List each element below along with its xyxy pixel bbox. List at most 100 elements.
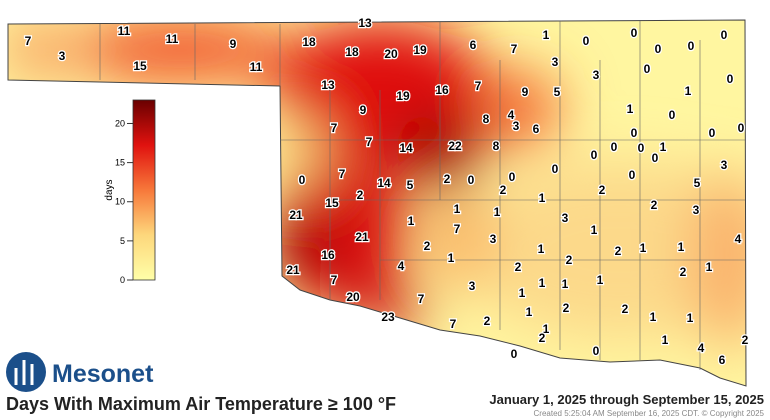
station-value: 5 bbox=[694, 176, 701, 190]
station-value: 1 bbox=[662, 333, 669, 347]
station-value: 2 bbox=[563, 301, 570, 315]
station-value: 13 bbox=[358, 16, 372, 30]
station-value: 1 bbox=[538, 242, 545, 256]
station-value: 0 bbox=[631, 26, 638, 40]
station-value: 0 bbox=[509, 170, 516, 184]
station-value: 3 bbox=[721, 158, 728, 172]
station-value: 7 bbox=[331, 273, 338, 287]
station-value: 7 bbox=[25, 34, 32, 48]
station-value: 19 bbox=[396, 89, 410, 103]
station-value: 21 bbox=[355, 230, 369, 244]
station-value: 4 bbox=[735, 232, 742, 246]
station-value: 1 bbox=[494, 205, 501, 219]
station-value: 0 bbox=[738, 121, 745, 135]
county-lines bbox=[99, 21, 745, 370]
station-value: 14 bbox=[377, 176, 391, 190]
station-value: 9 bbox=[522, 85, 529, 99]
station-value: 0 bbox=[593, 344, 600, 358]
station-value: 2 bbox=[566, 253, 573, 267]
station-value: 1 bbox=[454, 202, 461, 216]
station-value: 0 bbox=[652, 151, 659, 165]
station-value: 5 bbox=[554, 85, 561, 99]
station-value: 1 bbox=[678, 240, 685, 254]
station-value: 9 bbox=[360, 103, 367, 117]
station-value: 1 bbox=[627, 102, 634, 116]
station-value: 2 bbox=[680, 265, 687, 279]
station-value: 0 bbox=[709, 126, 716, 140]
station-value: 0 bbox=[468, 173, 475, 187]
station-value: 6 bbox=[470, 38, 477, 52]
station-value: 2 bbox=[515, 260, 522, 274]
station-value: 1 bbox=[539, 191, 546, 205]
station-value: 7 bbox=[331, 121, 338, 135]
station-value: 4 bbox=[508, 108, 515, 122]
station-value: 0 bbox=[631, 126, 638, 140]
colorbar-label: days bbox=[104, 179, 115, 200]
station-value: 0 bbox=[727, 72, 734, 86]
station-value: 15 bbox=[133, 59, 147, 73]
station-value: 1 bbox=[562, 277, 569, 291]
station-value: 7 bbox=[454, 222, 461, 236]
station-value: 0 bbox=[644, 62, 651, 76]
station-value: 21 bbox=[286, 263, 300, 277]
state-outline bbox=[7, 19, 747, 387]
logo-text: Mesonet bbox=[52, 360, 154, 388]
station-value: 0 bbox=[299, 173, 306, 187]
station-value: 3 bbox=[59, 49, 66, 63]
colorbar-tick-label: 15 bbox=[115, 158, 125, 168]
station-value: 6 bbox=[719, 353, 726, 367]
map-title: Days With Maximum Air Temperature ≥ 100 … bbox=[6, 394, 396, 414]
station-value: 3 bbox=[562, 211, 569, 225]
station-value: 1 bbox=[640, 241, 647, 255]
station-value: 15 bbox=[325, 196, 339, 210]
station-value: 18 bbox=[302, 35, 316, 49]
station-value: 7 bbox=[366, 135, 373, 149]
station-value: 18 bbox=[345, 45, 359, 59]
station-value: 0 bbox=[629, 168, 636, 182]
colorbar-tick-label: 5 bbox=[120, 236, 125, 246]
station-value: 4 bbox=[698, 341, 705, 355]
station-value: 0 bbox=[583, 34, 590, 48]
station-value: 7 bbox=[339, 167, 346, 181]
station-value: 1 bbox=[597, 273, 604, 287]
station-value: 8 bbox=[483, 112, 490, 126]
colorbar-tick-label: 0 bbox=[120, 275, 125, 285]
station-value: 2 bbox=[424, 239, 431, 253]
station-value: 1 bbox=[408, 214, 415, 228]
station-value: 7 bbox=[450, 317, 457, 331]
station-value: 3 bbox=[469, 279, 476, 293]
station-value: 11 bbox=[250, 60, 263, 74]
station-value: 8 bbox=[493, 139, 500, 153]
station-value: 0 bbox=[611, 140, 618, 154]
station-value: 23 bbox=[381, 310, 395, 324]
station-value: 0 bbox=[591, 148, 598, 162]
station-value: 1 bbox=[650, 310, 657, 324]
date-range: January 1, 2025 through September 15, 20… bbox=[489, 392, 764, 407]
station-value: 0 bbox=[721, 28, 728, 42]
station-value: 2 bbox=[599, 183, 606, 197]
station-value: 13 bbox=[321, 78, 335, 92]
station-value: 2 bbox=[484, 314, 491, 328]
station-value: 16 bbox=[321, 248, 335, 262]
station-value: 21 bbox=[289, 208, 303, 222]
logo: Mesonet bbox=[6, 352, 154, 392]
station-value: 1 bbox=[687, 311, 694, 325]
colorbar-tick-label: 10 bbox=[115, 197, 125, 207]
colorbar bbox=[132, 99, 156, 281]
station-value: 14 bbox=[399, 141, 413, 155]
station-value: 20 bbox=[346, 290, 360, 304]
station-value: 1 bbox=[685, 84, 692, 98]
station-value: 0 bbox=[511, 347, 518, 361]
station-value: 0 bbox=[638, 141, 645, 155]
station-value: 2 bbox=[742, 333, 749, 347]
station-value: 0 bbox=[669, 108, 676, 122]
station-value: 11 bbox=[118, 24, 131, 38]
station-value: 9 bbox=[230, 37, 237, 51]
station-value: 3 bbox=[490, 232, 497, 246]
station-value: 16 bbox=[435, 83, 449, 97]
station-value: 2 bbox=[357, 188, 364, 202]
station-value: 6 bbox=[533, 122, 540, 136]
station-value: 1 bbox=[591, 223, 598, 237]
